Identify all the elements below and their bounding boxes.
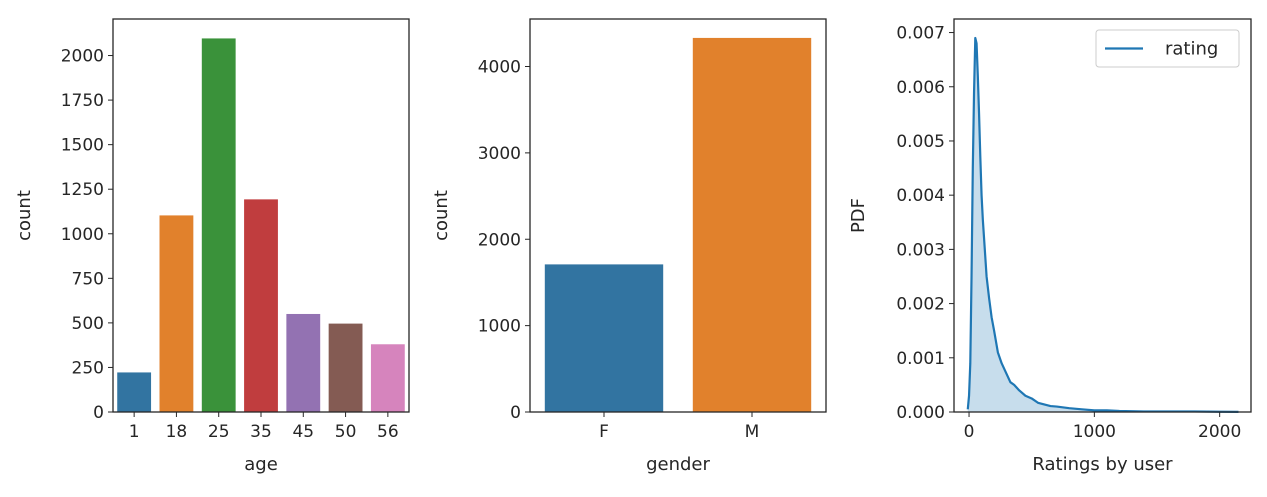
bar-56 [370, 344, 405, 412]
y-tick-label: 0 [510, 403, 521, 423]
x-tick-label: 0 [964, 422, 975, 442]
bar-F [544, 264, 664, 412]
x-tick-label: 1 [129, 422, 140, 442]
y-tick-label: 1750 [61, 91, 104, 111]
y-tick-label: 1250 [61, 180, 104, 200]
y-tick-label: 1000 [61, 225, 104, 245]
x-axis-label: age [244, 454, 278, 475]
y-tick-label: 2000 [478, 230, 521, 250]
y-tick-label: 0.005 [896, 132, 945, 152]
legend-box [1095, 29, 1240, 68]
x-tick-label: 50 [335, 422, 357, 442]
y-tick-label: 0.000 [896, 403, 945, 423]
bar-35 [244, 199, 278, 412]
bar-50 [328, 323, 363, 412]
x-tick-label: 25 [208, 422, 230, 442]
y-tick-label: 250 [72, 358, 104, 378]
y-tick-label: 500 [72, 314, 104, 334]
bar-M [692, 37, 812, 413]
x-tick-label: 2000 [1198, 422, 1241, 442]
x-axis-label: Ratings by user [1032, 454, 1173, 475]
y-axis-label: PDF [848, 198, 869, 233]
bar-45 [286, 313, 321, 412]
y-tick-label: 0.003 [896, 240, 945, 260]
y-axis-label: count [14, 190, 35, 241]
plot-frame [529, 18, 827, 413]
y-tick-label: 0 [93, 403, 104, 423]
y-tick-label: 4000 [478, 58, 521, 78]
bar-1 [117, 372, 152, 412]
y-tick-label: 750 [72, 269, 104, 289]
density-line-rating [966, 36, 1239, 413]
ratings-pdf-density-chart: 0 1000 2000 0.000 0.001 0.002 0.003 0.004 0.005 0… [848, 18, 1252, 475]
x-tick-label: 45 [292, 422, 314, 442]
gender-count-bar-chart: F M 0 1000 2000 3000 4000 gender count [431, 18, 827, 475]
y-tick-label: 2000 [61, 47, 104, 67]
y-tick-label: 1000 [478, 317, 521, 337]
plot-frame [112, 18, 410, 413]
y-tick-label: 0.004 [896, 186, 945, 206]
x-tick-label: 18 [166, 422, 188, 442]
y-tick-label: 3000 [478, 144, 521, 164]
y-tick-label: 0.002 [896, 295, 945, 315]
y-tick-label: 0.007 [896, 24, 945, 44]
x-tick-label: 1000 [1073, 422, 1116, 442]
legend-label-rating: rating [1165, 39, 1218, 60]
x-tick-label: 35 [250, 422, 272, 442]
y-tick-label: 1500 [61, 136, 104, 156]
x-tick-label: F [599, 422, 609, 442]
y-axis-label: count [431, 190, 452, 241]
plot-frame [953, 18, 1252, 413]
bar-18 [159, 215, 194, 412]
x-tick-label: M [745, 422, 760, 442]
y-tick-label: 0.006 [896, 78, 945, 98]
x-axis-label: gender [646, 454, 710, 475]
age-count-bar-chart: 1 18 25 35 45 50 56 0 250 500 750 1000 1250 1500 1750 2… [14, 18, 410, 475]
bar-25 [201, 38, 236, 413]
x-tick-label: 56 [377, 422, 399, 442]
y-tick-label: 0.001 [896, 349, 945, 369]
density-fill-area [967, 37, 1239, 412]
